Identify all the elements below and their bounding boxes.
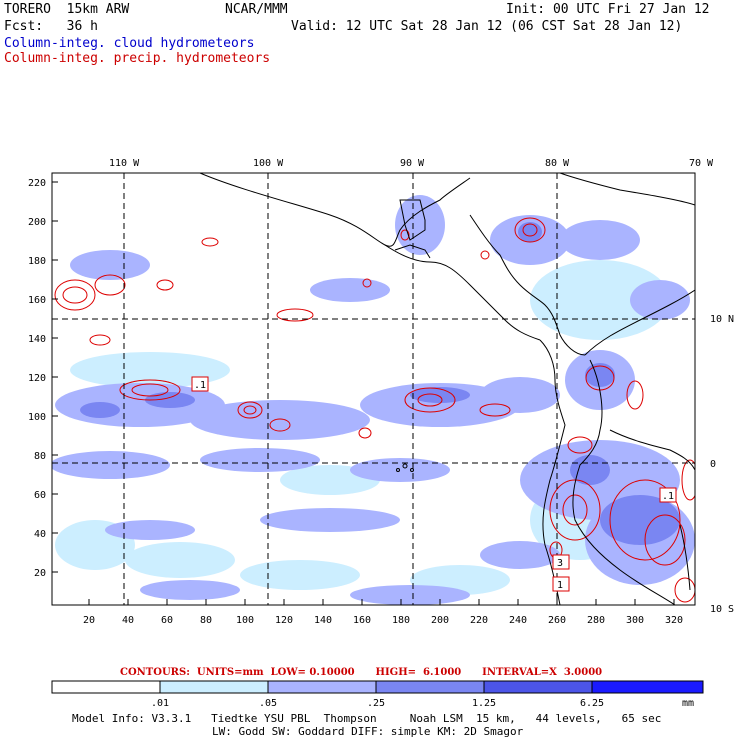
- init-time: Init: 00 UTC Fri 27 Jan 12: [506, 2, 710, 17]
- x-tick: 260: [548, 615, 566, 626]
- y-tick: 100: [28, 412, 46, 423]
- x-tick: 200: [431, 615, 449, 626]
- lon-labels: 110 W 100 W 90 W 80 W 70 W: [109, 158, 714, 169]
- lat-label-0: 0: [710, 459, 716, 470]
- y-tick: 180: [28, 256, 46, 267]
- y-tick: 20: [34, 568, 46, 579]
- colorbar-labels: .01 .05 .25 1.25 6.25 mm: [151, 698, 694, 709]
- colorbar-swatch: [267, 680, 377, 694]
- precip-contours: [54, 217, 695, 603]
- lon-label-70w: 70 W: [689, 158, 714, 169]
- field-cloud-label: Column-integ. cloud hydrometeors: [4, 36, 255, 51]
- y-tick: 160: [28, 295, 46, 306]
- x-tick: 160: [353, 615, 371, 626]
- y-tick: 200: [28, 217, 46, 228]
- lat-lon-grid: [52, 173, 695, 605]
- colorbar-swatch: [375, 680, 485, 694]
- x-tick: 180: [392, 615, 410, 626]
- field-precip-label: Column-integ. precip. hydrometeors: [4, 51, 271, 66]
- colorbar-swatch: [159, 680, 269, 694]
- box-label-1: .1: [194, 380, 206, 391]
- y-tick: 40: [34, 529, 46, 540]
- valid-time: Valid: 12 UTC Sat 28 Jan 12 (06 CST Sat …: [291, 19, 683, 34]
- x-tick: 320: [665, 615, 683, 626]
- contour-info: CONTOURS: UNITS=mm LOW= 0.10000 HIGH= 6.…: [120, 667, 603, 678]
- y-tick-labels: 220 200 180 160 140 120 100 80 60 40 20: [28, 178, 46, 579]
- x-tick: 300: [626, 615, 644, 626]
- colorbar-swatch: [51, 680, 161, 694]
- x-tick: 20: [83, 615, 95, 626]
- x-tick: 100: [236, 615, 254, 626]
- y-tick: 140: [28, 334, 46, 345]
- colorbar-label: 1.25: [472, 698, 496, 709]
- lon-label-110w: 110 W: [109, 158, 140, 169]
- colorbar-label: .05: [259, 698, 277, 709]
- axis-ticks: [52, 181, 675, 605]
- y-tick: 120: [28, 373, 46, 384]
- lon-label-80w: 80 W: [545, 158, 570, 169]
- org-title: NCAR/MMM: [225, 2, 288, 17]
- colorbar-unit: mm: [682, 698, 694, 709]
- lon-label-100w: 100 W: [253, 158, 284, 169]
- lat-label-10n: 10 N: [710, 314, 734, 325]
- model-title: TORERO 15km ARW: [4, 2, 130, 17]
- box-label-2: 3: [557, 558, 563, 569]
- cloud-dark-fills: [80, 222, 680, 545]
- x-tick: 80: [200, 615, 212, 626]
- x-tick-labels: 20 40 60 80 100 120 140 160 180 200 220 …: [83, 615, 683, 626]
- lat-labels: 10 N 0 10 S: [710, 314, 734, 615]
- footer-model-info: Model Info: V3.3.1 Tiedtke YSU PBL Thomp…: [72, 712, 662, 725]
- colorbar-label: .25: [367, 698, 385, 709]
- colorbar: [51, 680, 704, 694]
- map-frame: [51, 172, 696, 606]
- y-tick: 220: [28, 178, 46, 189]
- box-label-3: 1: [557, 580, 563, 591]
- x-tick: 140: [314, 615, 332, 626]
- colorbar-swatch: [591, 680, 704, 694]
- x-tick: 280: [587, 615, 605, 626]
- x-tick: 60: [161, 615, 173, 626]
- footer-physics-info: LW: Godd SW: Goddard DIFF: simple KM: 2D…: [212, 725, 524, 738]
- forecast-hour: Fcst: 36 h: [4, 19, 98, 34]
- contour-label-boxes: .1 3 1 .1: [191, 376, 677, 592]
- x-tick: 220: [470, 615, 488, 626]
- box-label-4: .1: [662, 491, 674, 502]
- x-tick: 40: [122, 615, 134, 626]
- lon-label-90w: 90 W: [400, 158, 425, 169]
- x-tick: 120: [275, 615, 293, 626]
- colorbar-swatch: [483, 680, 593, 694]
- lat-label-10s: 10 S: [710, 604, 734, 615]
- y-tick: 60: [34, 490, 46, 501]
- colorbar-label: 6.25: [580, 698, 604, 709]
- x-tick: 240: [509, 615, 527, 626]
- colorbar-label: .01: [151, 698, 169, 709]
- y-tick: 80: [34, 451, 46, 462]
